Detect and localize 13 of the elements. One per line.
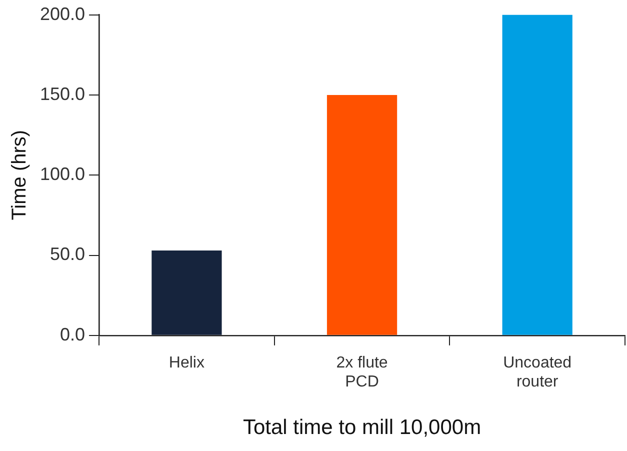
bar	[326, 94, 398, 335]
x-tick-label: 2x flute PCD	[336, 354, 388, 391]
y-tick-label: 0.0	[60, 324, 86, 344]
x-tick-label: Helix	[168, 354, 204, 372]
y-axis-title: Time (hrs)	[8, 130, 31, 220]
y-tick-label: 200.0	[40, 4, 86, 24]
bar	[502, 14, 572, 335]
bar	[152, 250, 222, 335]
y-tick-label: 50.0	[50, 244, 86, 264]
y-tick-label: 100.0	[40, 164, 86, 184]
x-axis-title: Total time to mill 10,000m	[242, 416, 482, 440]
y-tick-label: 150.0	[40, 84, 86, 104]
x-tick-label: Uncoated router	[503, 354, 572, 391]
